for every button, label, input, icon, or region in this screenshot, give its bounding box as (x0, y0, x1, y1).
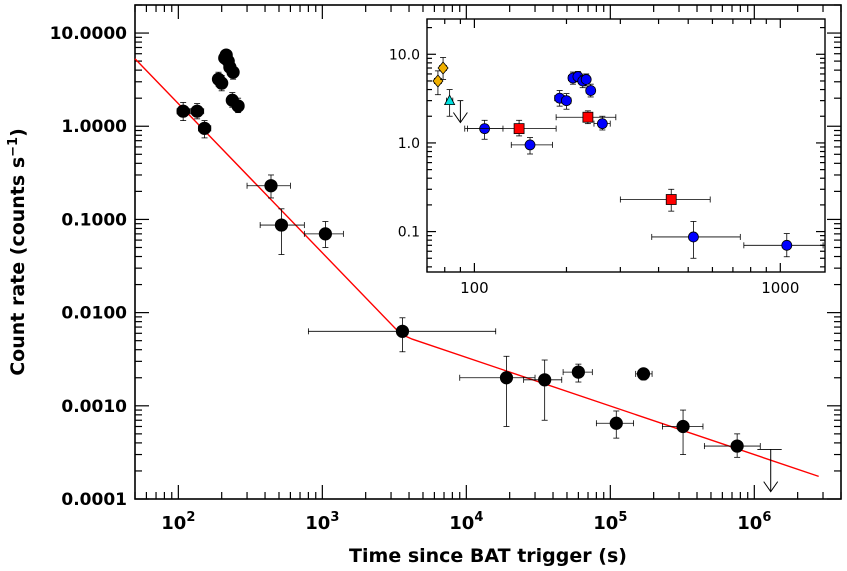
main-points-group (176, 48, 782, 493)
y-axis-title-superscript: −1 (6, 137, 21, 157)
inset-y-tick-label: 0.1 (398, 225, 420, 241)
data-point-circle (538, 373, 552, 387)
data-point-circle (264, 179, 278, 193)
data-point-circle (688, 231, 699, 243)
x-tick-label-exponent: 6 (762, 510, 771, 525)
inset-x-tick-label: 100 (460, 279, 489, 297)
y-tick-label: 10.0000 (50, 24, 128, 44)
data-point-circle (571, 365, 585, 379)
data-point-diamond (432, 74, 444, 88)
x-tick-label: 106 (737, 510, 771, 534)
inset-y-tick-label: 10.0 (389, 47, 420, 63)
x-tick-label: 102 (161, 510, 195, 534)
data-point-circle (231, 99, 245, 113)
main-plot-frame (134, 4, 842, 500)
inset-points-group (432, 57, 824, 259)
data-point-circle (730, 439, 744, 453)
x-tick-label-exponent: 5 (618, 510, 627, 525)
data-point-circle (524, 139, 536, 151)
data-point-circle (580, 74, 592, 85)
upper-limit-arrow-head (452, 112, 468, 124)
y-axis-title-close: ) (7, 128, 29, 137)
data-point-square (582, 111, 594, 123)
data-point-square (665, 194, 677, 205)
inset-x-tick-label: 1000 (761, 279, 799, 297)
data-point-circle (197, 121, 212, 135)
data-point-circle (585, 85, 597, 96)
y-tick-label: 0.0010 (61, 397, 127, 417)
data-point-circle (781, 239, 793, 251)
y-tick-label: 0.0100 (61, 304, 127, 324)
x-tick-label: 103 (305, 510, 339, 534)
data-point-circle (609, 416, 623, 430)
data-point-circle (499, 371, 514, 385)
inset-y-tick-label: 1.0 (398, 136, 420, 152)
y-axis-title-main: Count rate (counts s (7, 157, 29, 376)
data-point-square (513, 123, 525, 135)
y-tick-label: 1.0000 (61, 117, 127, 137)
x-tick-label-mantissa: 10 (305, 513, 330, 534)
data-point-circle (561, 95, 572, 107)
x-tick-label-mantissa: 10 (449, 513, 474, 534)
data-point-circle (596, 118, 608, 130)
y-axis-title: Count rate (counts s−1) (6, 128, 29, 376)
data-point-circle (190, 104, 204, 118)
x-tick-label-mantissa: 10 (593, 513, 618, 534)
y-tick-label: 0.0001 (61, 490, 127, 510)
data-point-circle (636, 367, 651, 381)
data-point-circle (318, 227, 332, 241)
inset-plot-frame (426, 18, 826, 273)
data-point-circle (274, 218, 289, 232)
x-tick-label-mantissa: 10 (737, 513, 762, 534)
inset-tick-labels-group: 100 1000 10.0 1.0 0.1 (389, 47, 800, 297)
data-point-circle (215, 76, 229, 90)
main-ticks-group (134, 4, 842, 500)
data-point-circle (176, 104, 190, 118)
x-tick-label: 104 (449, 510, 483, 534)
data-point-circle (226, 65, 240, 79)
upper-limit-arrow-head (763, 481, 779, 493)
data-point-triangle (443, 94, 456, 106)
x-tick-label-exponent: 2 (186, 510, 195, 525)
y-tick-label: 0.1000 (61, 210, 127, 230)
x-axis-title: Time since BAT trigger (s) (349, 545, 627, 567)
main-tick-labels-group: 102 103 104 105 10610.00001.00000.10000.0100… (50, 24, 772, 534)
x-tick-label-mantissa: 10 (161, 513, 186, 534)
data-point-circle (395, 324, 410, 338)
x-tick-label-exponent: 3 (330, 510, 339, 525)
x-tick-label-exponent: 4 (474, 510, 483, 525)
x-tick-label: 105 (593, 510, 627, 534)
data-point-diamond (437, 61, 449, 75)
data-point-circle (676, 419, 690, 434)
